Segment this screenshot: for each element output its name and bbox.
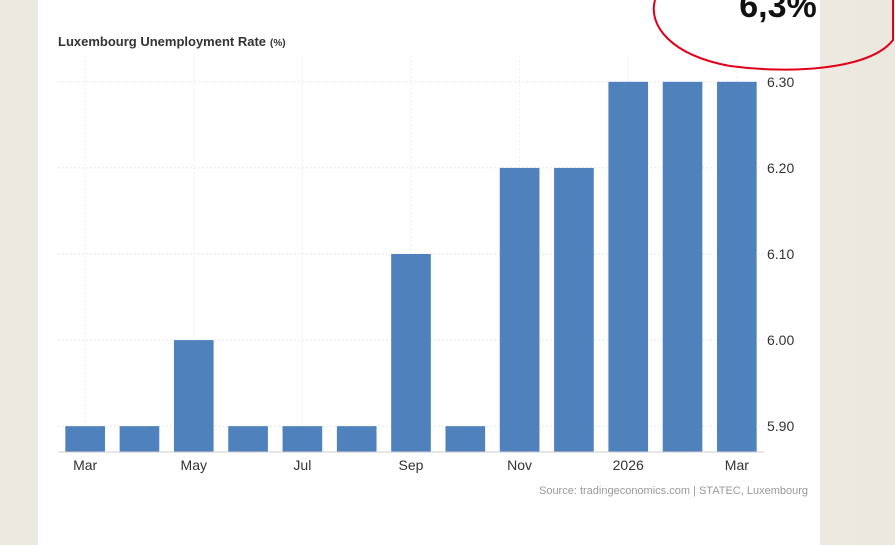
- x-tick-labels: Mar May Jul Sep Nov 2026 Mar: [73, 457, 749, 473]
- bar: [554, 167, 594, 453]
- bar: [717, 81, 757, 453]
- x-tick-label: May: [181, 457, 207, 473]
- bar: [228, 426, 268, 452]
- bar: [608, 81, 649, 453]
- x-tick-label: Sep: [399, 457, 424, 473]
- bar: [173, 340, 214, 452]
- chart-title: Luxembourg Unemployment Rate (%): [58, 34, 286, 49]
- x-tick-label: Mar: [73, 457, 97, 473]
- chart-title-text: Luxembourg Unemployment Rate: [58, 34, 266, 49]
- bar: [282, 426, 323, 452]
- chart-title-unit: (%): [270, 38, 286, 49]
- y-tick-labels: 5.90 6.00 6.10 6.20 6.30: [767, 74, 794, 434]
- bar: [119, 426, 160, 452]
- source-note: Source: tradingeconomics.com | STATEC, L…: [539, 485, 808, 497]
- y-tick-label: 6.00: [767, 332, 794, 348]
- y-tick-label: 6.20: [767, 160, 794, 176]
- bar: [662, 81, 703, 453]
- y-tick-label: 6.10: [767, 246, 794, 262]
- y-tick-label: 6.30: [767, 74, 794, 90]
- x-tick-label: Nov: [507, 457, 532, 473]
- bar: [336, 426, 377, 452]
- x-tick-label: Mar: [725, 457, 749, 473]
- bar: [65, 426, 105, 452]
- bar: [445, 426, 486, 452]
- chart-svg: Luxembourg Unemployment Rate (%) Mar May Ju…: [58, 34, 808, 497]
- x-tick-label: 2026: [613, 457, 644, 473]
- bar: [391, 254, 431, 452]
- y-tick-label: 5.90: [767, 418, 794, 434]
- bar: [499, 167, 540, 453]
- x-tick-label: Jul: [293, 457, 311, 473]
- bars: [65, 81, 757, 453]
- chart-panel: Luxembourg Unemployment Rate (%) Mar May Ju…: [38, 0, 820, 545]
